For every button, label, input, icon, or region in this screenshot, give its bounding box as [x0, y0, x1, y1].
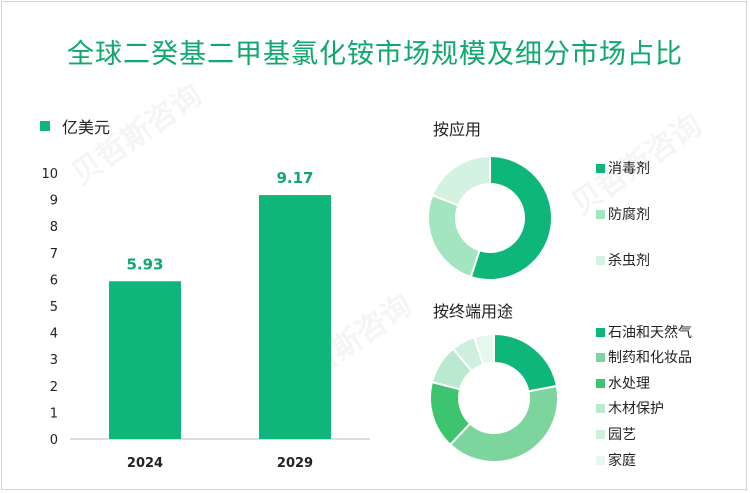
page-title: 全球二癸基二甲基氯化铵市场规模及细分市场占比 — [67, 39, 683, 70]
pie-slice — [493, 332, 559, 393]
legend-swatch — [596, 210, 605, 219]
bar-value-label: 9.17 — [276, 169, 313, 187]
pie-title: 按应用 — [433, 120, 481, 139]
legend-swatch — [596, 353, 605, 362]
legend-label: 防腐剂 — [608, 206, 650, 223]
legend-label: 园艺 — [608, 427, 636, 443]
legend-swatch — [596, 379, 605, 388]
pie-slice — [472, 332, 495, 366]
bar — [259, 195, 331, 439]
bar-value-label: 5.93 — [126, 255, 163, 273]
legend-label: 家庭 — [608, 452, 636, 469]
legend-label: 木材保护 — [608, 401, 664, 417]
y-tick-label: 6 — [50, 273, 58, 288]
legend-label: 消毒剂 — [608, 161, 650, 177]
y-tick-label: 4 — [50, 327, 58, 342]
y-tick-label: 2 — [50, 380, 58, 395]
y-tick-label: 1 — [50, 406, 58, 421]
pie-slice — [431, 154, 491, 207]
y-tick-label: 8 — [50, 220, 58, 235]
legend-swatch — [596, 164, 605, 173]
y-tick-label: 3 — [50, 353, 58, 368]
y-tick-label: 9 — [50, 194, 58, 209]
legend-swatch — [596, 256, 605, 265]
legend-swatch — [596, 430, 605, 439]
legend-swatch — [596, 328, 605, 337]
legend-label: 石油和天然气 — [608, 324, 692, 341]
y-tick-label: 5 — [50, 300, 58, 315]
y-tick-label: 7 — [50, 247, 58, 262]
y-tick-label: 10 — [41, 167, 58, 182]
legend-swatch — [596, 404, 605, 413]
legend-label: 亿美元 — [62, 118, 110, 137]
legend-swatch — [40, 121, 50, 131]
pie-slice — [427, 193, 481, 279]
legend-label: 杀虫剂 — [608, 253, 650, 269]
legend-swatch — [596, 456, 605, 465]
x-tick-label: 2029 — [277, 456, 313, 471]
x-tick-label: 2024 — [127, 456, 163, 471]
bar — [109, 281, 181, 439]
y-tick-label: 0 — [50, 433, 58, 448]
pie-slice — [448, 384, 559, 463]
legend-label: 水处理 — [608, 376, 650, 392]
pie-slice — [469, 154, 553, 281]
pie-title: 按终端用途 — [433, 302, 513, 321]
legend-label: 制药和化妆品 — [608, 350, 692, 366]
